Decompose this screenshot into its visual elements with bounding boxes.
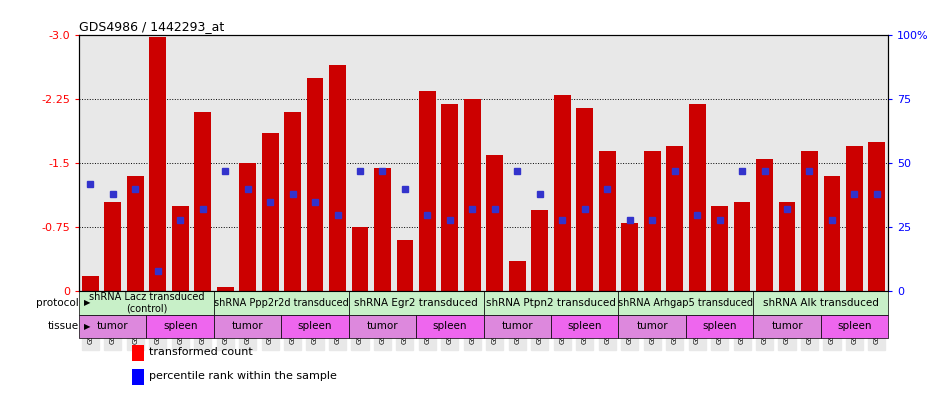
- Text: transformed count: transformed count: [149, 347, 252, 357]
- Bar: [307, 78, 324, 291]
- Bar: [194, 112, 211, 291]
- Bar: [82, 276, 99, 291]
- Bar: [599, 151, 616, 291]
- Bar: [666, 146, 683, 291]
- FancyBboxPatch shape: [484, 291, 618, 315]
- FancyBboxPatch shape: [281, 315, 349, 338]
- Bar: [217, 287, 233, 291]
- FancyBboxPatch shape: [685, 315, 753, 338]
- Bar: [846, 146, 863, 291]
- Bar: [132, 345, 144, 361]
- Text: shRNA Ptpn2 transduced: shRNA Ptpn2 transduced: [486, 298, 616, 308]
- Bar: [261, 134, 278, 291]
- Text: tumor: tumor: [232, 321, 263, 331]
- Bar: [464, 99, 481, 291]
- FancyBboxPatch shape: [147, 315, 214, 338]
- Text: tumor: tumor: [366, 321, 398, 331]
- Bar: [778, 202, 795, 291]
- Bar: [824, 176, 841, 291]
- Bar: [442, 104, 458, 291]
- Bar: [329, 65, 346, 291]
- Text: tumor: tumor: [97, 321, 128, 331]
- Bar: [132, 369, 144, 385]
- Text: shRNA Lacz transduced
(control): shRNA Lacz transduced (control): [88, 292, 205, 314]
- FancyBboxPatch shape: [417, 315, 484, 338]
- Bar: [150, 37, 166, 291]
- Text: shRNA Ppp2r2d transduced: shRNA Ppp2r2d transduced: [214, 298, 349, 308]
- Text: spleen: spleen: [567, 321, 602, 331]
- Bar: [801, 151, 817, 291]
- Text: spleen: spleen: [837, 321, 871, 331]
- Text: percentile rank within the sample: percentile rank within the sample: [149, 371, 337, 381]
- FancyBboxPatch shape: [551, 315, 618, 338]
- Bar: [374, 168, 391, 291]
- Bar: [104, 202, 121, 291]
- FancyBboxPatch shape: [618, 315, 685, 338]
- Bar: [621, 223, 638, 291]
- FancyBboxPatch shape: [753, 315, 820, 338]
- FancyBboxPatch shape: [349, 291, 484, 315]
- Bar: [756, 159, 773, 291]
- Bar: [711, 206, 728, 291]
- Text: protocol: protocol: [36, 298, 79, 308]
- Bar: [577, 108, 593, 291]
- Text: shRNA Arhgap5 transduced: shRNA Arhgap5 transduced: [618, 298, 753, 308]
- FancyBboxPatch shape: [349, 315, 417, 338]
- Text: spleen: spleen: [702, 321, 737, 331]
- Bar: [486, 155, 503, 291]
- Bar: [352, 227, 368, 291]
- FancyBboxPatch shape: [618, 291, 753, 315]
- Bar: [554, 95, 571, 291]
- Bar: [531, 210, 548, 291]
- Text: spleen: spleen: [298, 321, 332, 331]
- Text: tumor: tumor: [501, 321, 533, 331]
- FancyBboxPatch shape: [214, 291, 349, 315]
- Text: ▶: ▶: [84, 298, 90, 307]
- FancyBboxPatch shape: [214, 315, 281, 338]
- Text: shRNA Alk transduced: shRNA Alk transduced: [763, 298, 879, 308]
- FancyBboxPatch shape: [79, 291, 214, 315]
- Bar: [172, 206, 189, 291]
- Text: spleen: spleen: [163, 321, 197, 331]
- Bar: [285, 112, 301, 291]
- Text: shRNA Egr2 transduced: shRNA Egr2 transduced: [354, 298, 478, 308]
- Bar: [644, 151, 660, 291]
- FancyBboxPatch shape: [753, 291, 888, 315]
- Bar: [396, 240, 413, 291]
- Bar: [126, 176, 143, 291]
- Bar: [419, 91, 436, 291]
- Text: tumor: tumor: [636, 321, 668, 331]
- Text: spleen: spleen: [432, 321, 467, 331]
- FancyBboxPatch shape: [79, 315, 147, 338]
- Text: tissue: tissue: [48, 321, 79, 331]
- Bar: [734, 202, 751, 291]
- Bar: [869, 142, 885, 291]
- Text: GDS4986 / 1442293_at: GDS4986 / 1442293_at: [79, 20, 224, 33]
- Text: ▶: ▶: [84, 322, 90, 331]
- Bar: [689, 104, 706, 291]
- Text: tumor: tumor: [771, 321, 803, 331]
- Bar: [239, 163, 256, 291]
- Bar: [509, 261, 525, 291]
- FancyBboxPatch shape: [484, 315, 551, 338]
- FancyBboxPatch shape: [820, 315, 888, 338]
